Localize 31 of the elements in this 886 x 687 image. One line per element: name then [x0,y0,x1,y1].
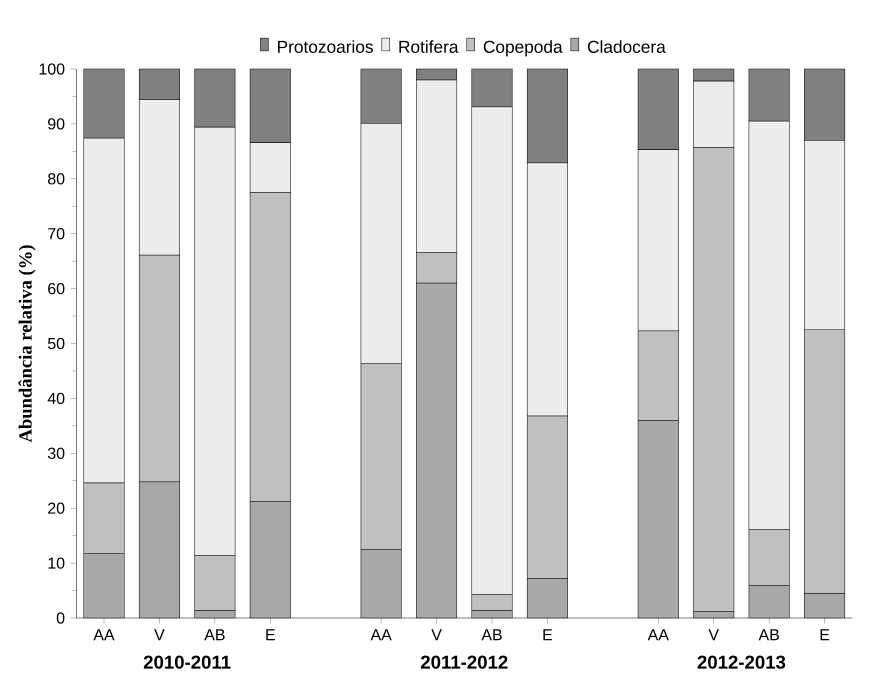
x-tick-label: AB [758,629,779,640]
text: 2010-2011 [144,656,231,669]
legend-label: Copepoda [484,40,563,56]
x-tick-label: AB [204,629,225,640]
y-tick-label: 60 [48,282,64,294]
x-tick-label: AB [481,629,502,640]
y-tick-label: 90 [48,118,64,130]
y-tick-label: 30 [48,448,64,459]
x-tick-label: AA [93,629,115,640]
x-tick-label: E [543,629,552,640]
text: 2011-2012 [420,656,508,669]
y-axis-title: Abundância relativa (%) [18,245,36,442]
y-tick-label: 70 [48,228,64,240]
y-tick-label: 20 [48,502,64,514]
y-tick-label: 40 [48,392,64,404]
y-tick-label: 10 [48,557,64,569]
y-tick-label: 100 [40,63,64,75]
y-tick-label: 0 [56,612,64,624]
x-tick-label: AA [648,629,669,640]
legend-label: Rotifera [399,40,458,53]
x-tick-label: E [266,629,275,640]
x-tick-label: AA [370,629,392,640]
legend-label: Cladocera [588,40,666,53]
x-tick-label: V [431,629,442,640]
text: 2012-2013 [698,656,786,669]
legend-label: Protozoarios [278,40,373,53]
x-tick-label: V [154,629,165,640]
x-tick-label: E [820,629,830,640]
x-tick-label: V [708,629,719,640]
y-tick-label: 80 [48,173,64,184]
y-tick-label: 50 [48,338,64,350]
